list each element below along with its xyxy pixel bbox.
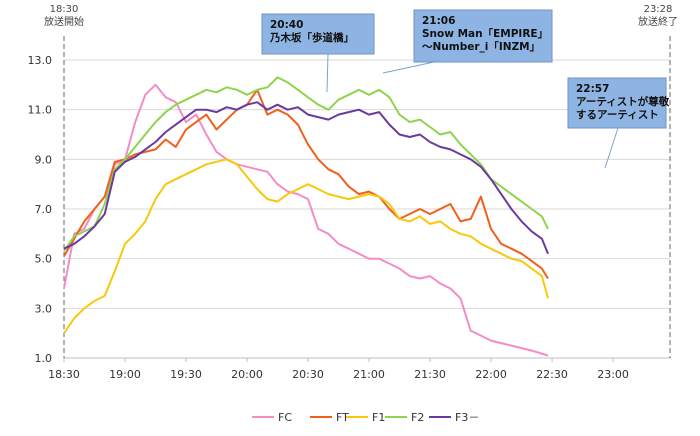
callout-line: 20:40 xyxy=(270,19,303,31)
y-tick-label: 5.0 xyxy=(35,253,53,266)
series-line-3 xyxy=(63,76,549,252)
callout-line: アーティストが尊敬 xyxy=(576,95,670,108)
legend-item-3: F2 xyxy=(385,411,424,424)
series-lines xyxy=(63,76,549,357)
x-tick-label: 20:00 xyxy=(231,368,263,381)
legend-label: FC xyxy=(278,411,292,424)
x-tick-label: 19:30 xyxy=(170,368,202,381)
marker-time: 18:30 xyxy=(50,4,79,15)
x-tick-label: 19:00 xyxy=(109,368,141,381)
x-tick-label: 22:00 xyxy=(475,368,507,381)
y-tick-label: 3.0 xyxy=(35,302,53,315)
callout-connector xyxy=(326,53,329,93)
callout-connector xyxy=(382,61,435,74)
callout-line: 22:57 xyxy=(576,83,609,95)
marker-time: 23:28 xyxy=(644,4,673,15)
legend-label: F3－ xyxy=(455,411,479,424)
y-tick-label: 9.0 xyxy=(35,153,53,166)
legend-label: F1 xyxy=(372,411,385,424)
callout-box xyxy=(567,77,667,129)
x-tick-label: 18:30 xyxy=(48,368,80,381)
y-tick-label: 13.0 xyxy=(28,54,53,67)
x-tick-label: 21:00 xyxy=(353,368,385,381)
callout-box xyxy=(261,13,375,55)
x-tick-label: 23:00 xyxy=(597,368,629,381)
legend-item-0: FC xyxy=(252,411,292,424)
y-tick-label: 1.0 xyxy=(35,352,53,365)
callout-line: するアーティスト xyxy=(576,109,659,121)
series-line-2 xyxy=(63,158,549,334)
legend-item-2: F1 xyxy=(346,411,385,424)
callout-box xyxy=(413,9,553,63)
callout-line: 乃木坂「歩道橋」 xyxy=(269,31,354,44)
y-tick-label: 11.0 xyxy=(28,104,53,117)
x-tick-label: 20:30 xyxy=(292,368,324,381)
marker-label: 放送終了 xyxy=(638,15,678,28)
legend-item-4: F3－ xyxy=(429,411,479,424)
x-tick-label: 22:30 xyxy=(536,368,568,381)
marker-label: 放送開始 xyxy=(44,15,84,28)
callout-line: ～Number_i「INZM」 xyxy=(422,40,540,53)
x-tick-labels: 18:30 19:00 19:30 20:00 20:30 21:00 21:30 22:00… xyxy=(48,368,629,381)
series-line-1 xyxy=(63,88,549,280)
callout-line: Snow Man「EMPIRE」 xyxy=(422,27,548,40)
series-line-0 xyxy=(63,83,549,357)
y-tick-labels: 1.0 3.0 5.0 7.0 9.0 11.0 13.0 xyxy=(28,54,53,365)
y-tick-label: 7.0 xyxy=(35,203,53,216)
legend-label: FT xyxy=(336,411,349,424)
axes xyxy=(63,357,670,362)
callout-connector xyxy=(604,127,619,169)
callout-line: 21:06 xyxy=(422,15,455,27)
legend-item-1: FT xyxy=(310,411,349,424)
legend-label: F2 xyxy=(411,411,424,424)
series-line-4 xyxy=(63,101,549,255)
x-tick-label: 21:30 xyxy=(414,368,446,381)
legend: FC FT F1 F2 F3－ xyxy=(252,411,479,424)
